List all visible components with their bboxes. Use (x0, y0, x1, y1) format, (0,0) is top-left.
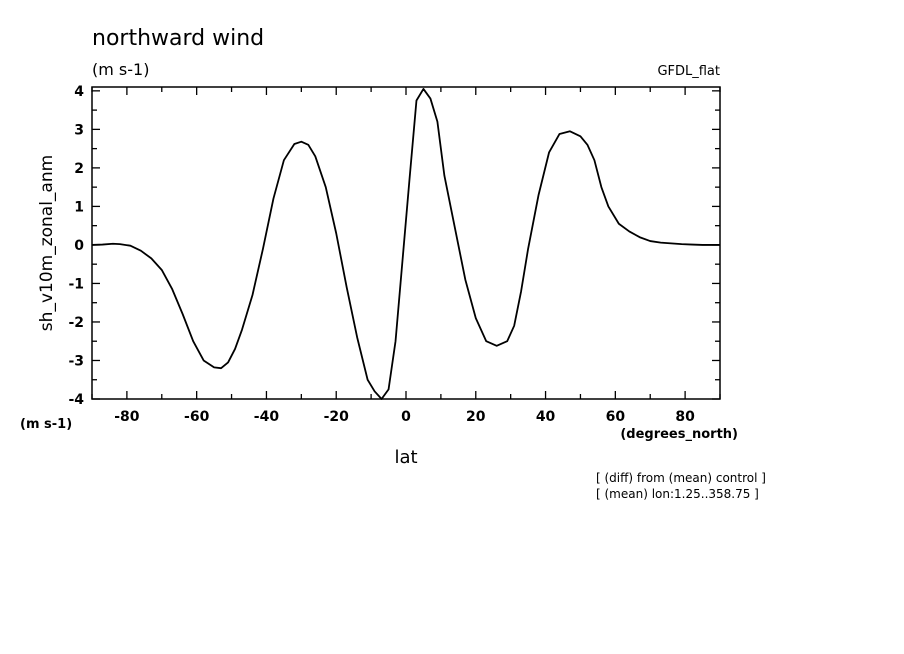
x-tick-label: -60 (184, 409, 210, 425)
x-tick-label: 0 (401, 409, 411, 425)
series-line (91, 88, 720, 400)
x-tick-label: 60 (606, 409, 626, 425)
y-axis-tick-labels: -4 -3 -2 -1 0 1 2 3 4 (68, 84, 84, 408)
x-tick-label: -20 (324, 409, 350, 425)
note-diff: [ (diff) from (mean) control ] (596, 471, 766, 485)
y-tick-label: -3 (68, 353, 84, 369)
y-tick-label: -4 (68, 392, 84, 408)
y-tick-label: -1 (68, 276, 84, 292)
x-axis-label: lat (394, 447, 417, 468)
x-tick-label: -40 (254, 409, 280, 425)
note-mean: [ (mean) lon:1.25..358.75 ] (596, 487, 759, 501)
model-label: GFDL_flat (657, 64, 720, 79)
x-tick-label: 20 (466, 409, 486, 425)
y-tick-label: 4 (74, 84, 84, 100)
plot-frame (91, 86, 721, 400)
y-tick-label: 2 (74, 161, 84, 177)
y-axis-ticks (92, 90, 720, 400)
x-tick-label: 40 (536, 409, 556, 425)
x-tick-label: 80 (675, 409, 695, 425)
chart-subtitle: (m s-1) (92, 60, 149, 79)
y-tick-label: 0 (74, 238, 84, 254)
y-axis-units: (m s-1) (20, 417, 72, 432)
y-tick-label: 1 (74, 199, 84, 215)
x-axis-units: (degrees_north) (620, 427, 738, 442)
x-tick-label: -80 (114, 409, 140, 425)
x-axis-tick-labels: -80 -60 -40 -20 0 20 40 60 80 (114, 409, 695, 425)
y-tick-label: -2 (68, 315, 84, 331)
y-axis-label: sh_v10m_zonal_anm (37, 155, 57, 331)
y-tick-label: 3 (74, 122, 84, 138)
chart-title: northward wind (92, 26, 264, 51)
x-axis-ticks (91, 87, 721, 399)
